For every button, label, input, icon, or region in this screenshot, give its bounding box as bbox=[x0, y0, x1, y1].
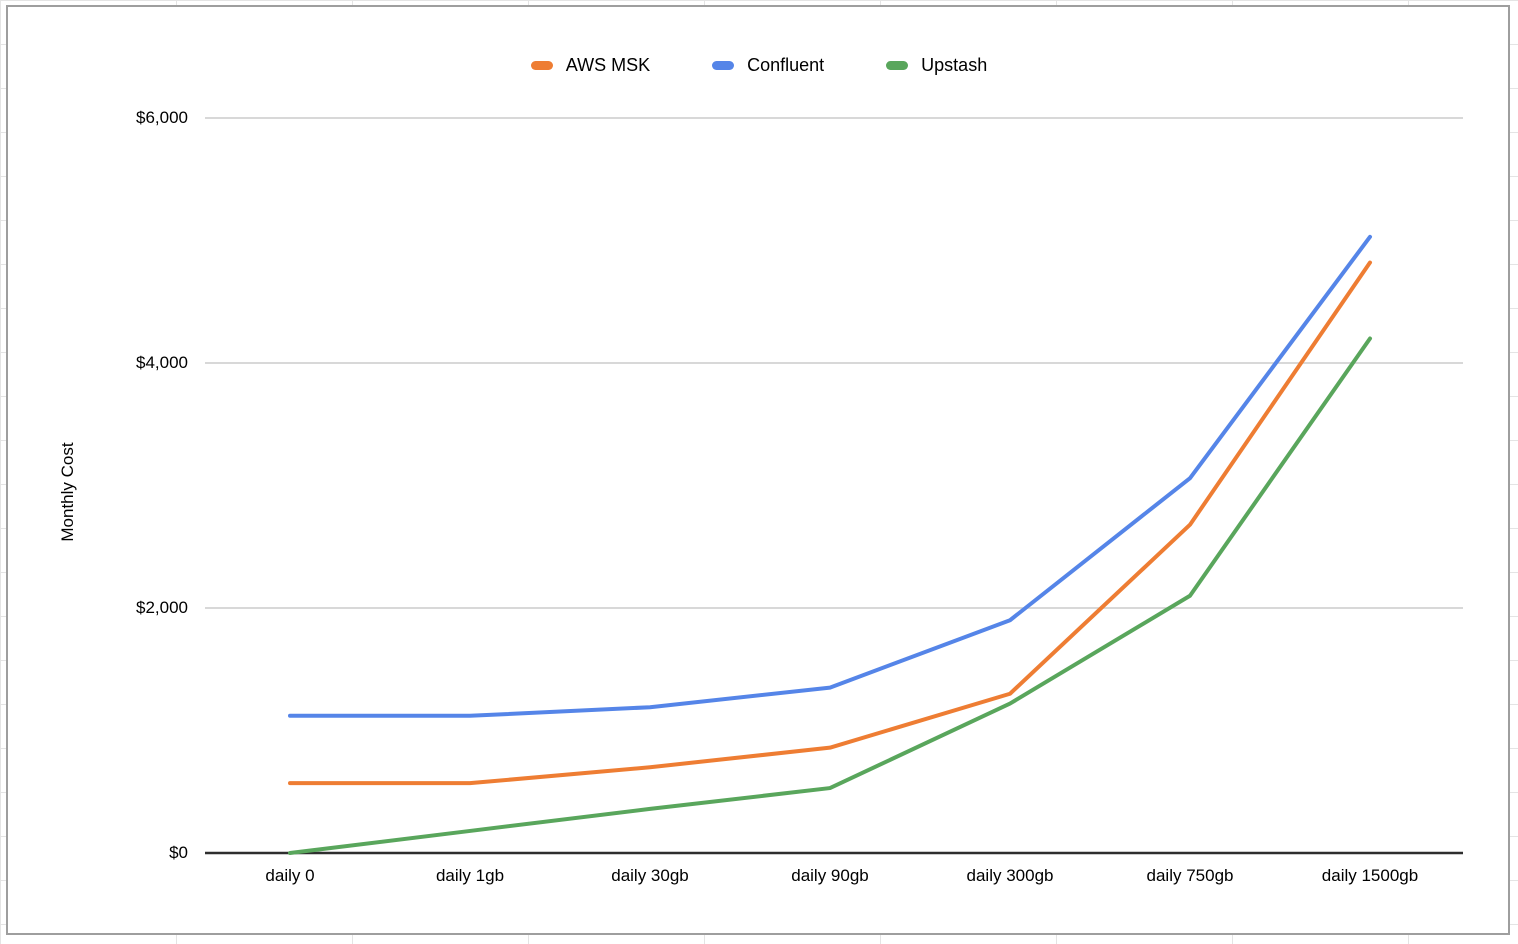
x-tick-label-daily-300gb: daily 300gb bbox=[966, 866, 1054, 885]
x-tick-label-daily-1500gb: daily 1500gb bbox=[1321, 866, 1419, 885]
x-tick-label-daily-0: daily 0 bbox=[265, 866, 315, 885]
legend-item-confluent[interactable]: Confluent bbox=[712, 55, 824, 76]
y-tick-label-0: $0 bbox=[169, 843, 188, 862]
y-axis-title: Monthly Cost bbox=[58, 442, 77, 542]
legend-swatch-aws-msk-icon bbox=[530, 60, 553, 70]
legend-label: AWS MSK bbox=[565, 54, 651, 75]
legend-label: Upstash bbox=[921, 54, 988, 75]
y-tick-label-2000: $2,000 bbox=[136, 598, 188, 617]
y-tick-label-6000: $6,000 bbox=[136, 108, 188, 127]
legend-item-upstash[interactable]: Upstash bbox=[886, 55, 987, 76]
x-tick-label-daily-1gb: daily 1gb bbox=[435, 866, 505, 885]
chart-card[interactable] bbox=[6, 5, 1510, 935]
x-tick-label-daily-750gb: daily 750gb bbox=[1146, 866, 1234, 885]
chart-legend: AWS MSK Confluent Upstash bbox=[0, 52, 1518, 78]
y-tick-label-4000: $4,000 bbox=[136, 353, 188, 372]
x-tick-label-daily-30gb: daily 30gb bbox=[611, 866, 689, 885]
x-tick-label-daily-90gb: daily 90gb bbox=[791, 866, 869, 885]
legend-item-aws-msk[interactable]: AWS MSK bbox=[530, 54, 651, 76]
legend-label: Confluent bbox=[747, 54, 825, 75]
legend-swatch-upstash-icon bbox=[886, 60, 909, 70]
legend-swatch-confluent-icon bbox=[712, 60, 735, 70]
